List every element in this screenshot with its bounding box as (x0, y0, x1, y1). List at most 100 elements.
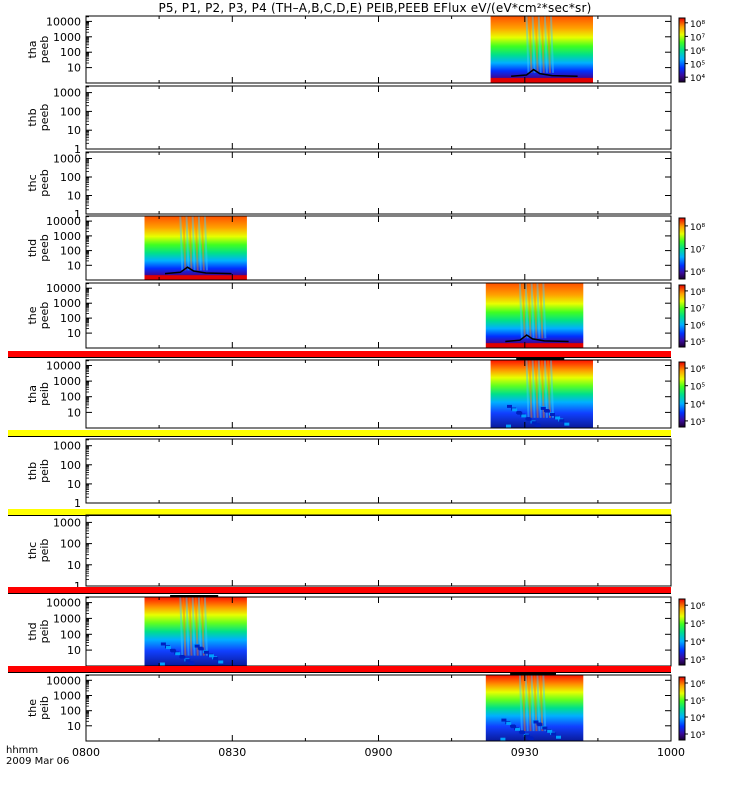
y-axis-label: thdpeib (26, 620, 51, 644)
data-flag-bar (8, 509, 671, 515)
spectrogram-streak (521, 674, 526, 732)
y-tick-label: 100 (60, 628, 81, 641)
spectrogram-block (144, 216, 247, 280)
noise-pixel (556, 735, 561, 739)
noise-pixel (533, 720, 539, 724)
noise-pixel (528, 737, 534, 740)
spectrogram-streak (188, 596, 193, 656)
colorbar-label: 10⁶ (690, 268, 705, 278)
spectrogram-streak (194, 215, 199, 271)
noise-pixel (213, 657, 219, 660)
noise-pixel (515, 727, 520, 731)
colorbar (678, 598, 686, 666)
spectrogram-streak (518, 282, 523, 339)
noise-pixel (564, 422, 570, 426)
panel-tha-peib: 10 100 1000 10000 thapeib 10³ 10⁴ 10⁵ 10⁶ (8, 358, 705, 437)
y-axis-label-line: peeb (38, 36, 51, 64)
chart-title: P5, P1, P2, P3, P4 (TH–A,B,C,D,E) PEIB,P… (158, 1, 592, 15)
y-tick-label: 100 (60, 391, 81, 404)
colorbar-label: 10⁴ (690, 74, 705, 84)
panel-frame (85, 514, 672, 587)
colorbar-label: 10³ (690, 418, 705, 428)
noise-pixel (512, 408, 518, 412)
y-axis-label: thapeeb (26, 36, 51, 64)
y-tick-label: 100 (60, 245, 81, 258)
y-tick-label: 100 (60, 46, 81, 59)
spectrogram-streak (203, 596, 208, 656)
x-tick-label: 0900 (365, 746, 393, 759)
time-axis-label: hhmm (6, 745, 39, 756)
colorbar (678, 17, 686, 83)
spectrogram-streak (197, 215, 202, 271)
y-tick-label: 1000 (53, 440, 81, 453)
noise-pixel (526, 417, 532, 421)
y-tick-label: 100 (60, 705, 81, 718)
y-tick-label: 10 (67, 720, 81, 733)
noise-pixel (506, 424, 511, 428)
noise-pixel (160, 642, 166, 646)
spectrogram-streak (185, 596, 190, 656)
noise-pixel (218, 660, 224, 664)
y-axis-label-line: peeb (38, 234, 51, 262)
spectrogram-streak (527, 282, 532, 339)
panel-frame (85, 85, 672, 150)
noise-pixel (501, 718, 507, 722)
spectrogram-streak (525, 15, 530, 73)
y-tick-label: 10 (67, 559, 81, 572)
spectrogram-streak (550, 359, 554, 418)
y-tick-label: 10000 (46, 360, 81, 373)
noise-pixel (198, 647, 204, 651)
spectrogram-streak (200, 215, 205, 271)
spectrogram-streak (536, 282, 541, 339)
spectrogram-block (485, 675, 584, 741)
spectrogram-streak (182, 596, 187, 656)
y-tick-label: 10 (67, 478, 81, 491)
data-flag-bar (8, 351, 671, 357)
spectrogram-streak (537, 15, 542, 73)
spectrogram-streak (550, 15, 554, 73)
y-axis-label-line: peib (38, 620, 51, 644)
y-axis-label-line: peib (38, 459, 51, 483)
y-tick-label: 100 (60, 171, 81, 184)
spacecraft-potential-line (505, 334, 569, 343)
spectrogram-block (490, 360, 593, 428)
y-tick-label: 10 (67, 644, 81, 657)
y-tick-label: 10000 (46, 282, 81, 295)
panel-tha-peeb: 10 100 1000 10000 thapeeb 10⁴ 10⁵ 10⁶ 10⁷ 10⁸ (26, 15, 705, 84)
colorbar-label: 10⁶ (690, 321, 705, 331)
data-flag-bar (8, 430, 671, 436)
y-axis-label-line: peeb (38, 169, 51, 197)
spectrogram-streak (524, 282, 529, 339)
y-tick-label: 10 (67, 124, 81, 137)
y-tick-label: 1000 (53, 31, 81, 44)
y-tick-label: 1000 (53, 87, 81, 100)
y-axis-label-line: tha (26, 40, 39, 58)
noise-pixel (180, 655, 186, 659)
colorbar-label: 10⁸ (690, 20, 705, 30)
y-tick-label: 100 (60, 459, 81, 472)
noise-pixel (559, 419, 565, 423)
colorbar-label: 10⁶ (690, 680, 705, 690)
spectrogram-streak (528, 15, 533, 73)
spectrogram-block (490, 16, 593, 83)
panel-thd-peib: 10 100 1000 10000 thdpeib 10³ 10⁴ 10⁵ 10⁶ (8, 595, 705, 673)
colorbar-label: 10⁷ (690, 33, 705, 43)
noise-pixel (542, 726, 548, 730)
spectrogram-streak (543, 359, 548, 418)
colorbar-label: 10⁴ (690, 714, 705, 724)
x-tick-label: 0930 (511, 746, 539, 759)
noise-pixel (159, 662, 165, 666)
y-axis-label: thepeeb (26, 302, 51, 330)
spectrogram-streak (527, 674, 532, 732)
noise-pixel (551, 732, 557, 736)
y-tick-label: 1000 (53, 230, 81, 243)
y-tick-label: 1 (74, 208, 81, 221)
colorbar-label: 10⁷ (690, 305, 705, 315)
panel-the-peib: 10 100 1000 10000 thepeib 10³ 10⁴ 10⁵ 10⁶ (26, 673, 705, 742)
colorbar (678, 361, 686, 428)
colorbar (678, 217, 686, 280)
y-axis-label-line: peib (38, 696, 51, 720)
x-tick-label: 0800 (72, 746, 100, 759)
y-tick-label: 10000 (46, 15, 81, 28)
